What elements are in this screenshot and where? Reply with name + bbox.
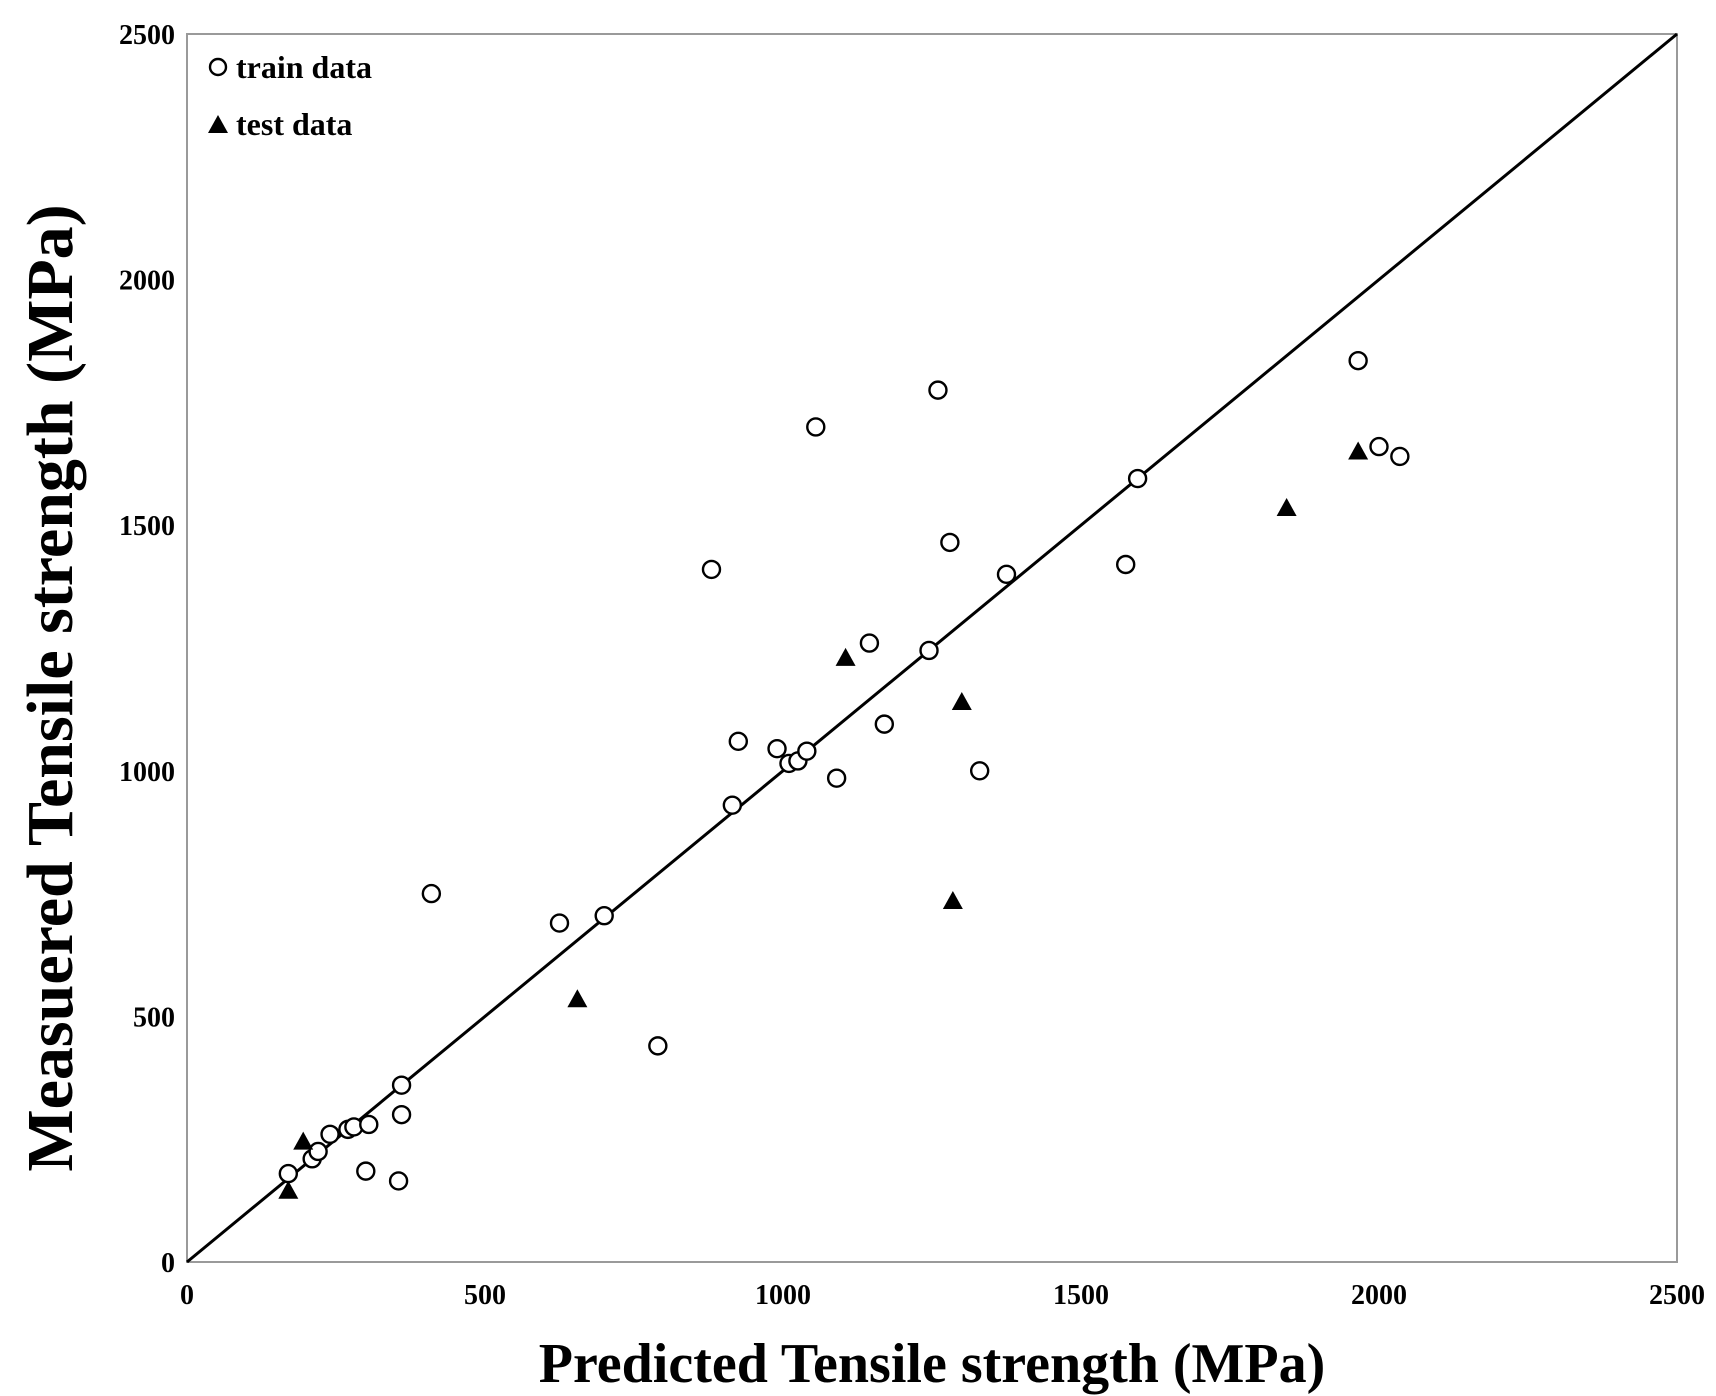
train-data-point (767, 738, 787, 759)
train-data-point (359, 1114, 379, 1135)
test-data-point (835, 647, 856, 666)
train-data-point (278, 1163, 299, 1184)
train-data-point (648, 1036, 668, 1056)
train-data-point (728, 731, 748, 752)
data-points (278, 350, 1410, 1199)
test-data-point (567, 989, 588, 1008)
train-data-point (1348, 350, 1368, 371)
train-data-point (308, 1141, 328, 1162)
train-data-point (421, 883, 442, 904)
train-data-point (1127, 468, 1148, 489)
test-data-point (1276, 498, 1297, 517)
y-axis-title: Measuered Tensile strength (MPa) (14, 204, 87, 1171)
train-data-point (940, 532, 960, 553)
train-data-point (391, 1104, 412, 1125)
train-data-point (549, 913, 570, 933)
x-tick-label: 500 (464, 1280, 506, 1311)
train-data-point (919, 640, 939, 661)
test-data-point (951, 692, 972, 711)
test-data-point (293, 1131, 314, 1150)
train-data-point (320, 1124, 340, 1144)
y-tick-label: 0 (161, 1248, 175, 1279)
train-data-point (928, 380, 948, 400)
train-data-point (391, 1075, 412, 1095)
y-tick-label: 1000 (119, 757, 175, 788)
x-tick-label: 2000 (1351, 1280, 1407, 1311)
y-tick-label: 2500 (119, 20, 175, 51)
tick-labels: 0 500 1000 1500 2000 2500 0 500 1000 1500 2000 2500 (119, 20, 1705, 1311)
legend: train data test data (208, 49, 372, 142)
train-data-point (388, 1171, 409, 1191)
train-data-point (874, 714, 895, 734)
train-data-point (1115, 554, 1136, 575)
plot-area (186, 33, 1678, 1263)
train-data-point (1369, 436, 1389, 457)
train-data-point (356, 1161, 376, 1181)
train-data-point (701, 559, 722, 580)
x-tick-label: 1000 (755, 1280, 811, 1311)
train-data-point (797, 741, 817, 761)
legend-train-label: train data (236, 49, 372, 85)
legend-train-marker (208, 57, 228, 77)
y-tick-label: 500 (133, 1002, 175, 1033)
x-axis-title: Predicted Tensile strength (MPa) (539, 1333, 1326, 1395)
y-tick-label: 2000 (119, 266, 175, 297)
train-data-point (806, 417, 826, 437)
train-data-point (969, 761, 990, 781)
train-data-point (594, 906, 614, 926)
train-data-point (1390, 446, 1410, 467)
train-data-point (996, 564, 1017, 585)
test-data-point (278, 1180, 299, 1199)
y-tick-label: 1500 (119, 511, 175, 542)
test-data-point (1348, 441, 1369, 460)
x-tick-label: 1500 (1053, 1280, 1109, 1311)
legend-test-label: test data (236, 106, 352, 142)
legend-test-marker (208, 115, 228, 133)
train-data-point (722, 795, 743, 815)
train-data-point (826, 768, 847, 788)
x-tick-label: 2500 (1649, 1280, 1705, 1311)
test-data-point (942, 890, 963, 909)
x-tick-label: 0 (180, 1280, 194, 1311)
train-data-point (859, 633, 880, 653)
